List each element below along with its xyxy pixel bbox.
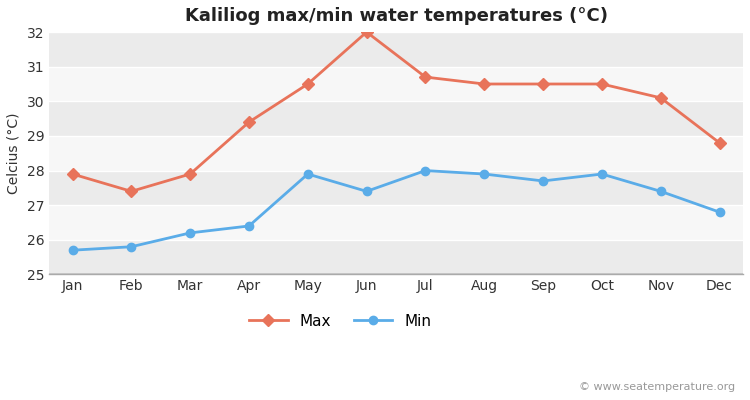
Title: Kaliliog max/min water temperatures (°C): Kaliliog max/min water temperatures (°C) — [184, 7, 608, 25]
Text: © www.seatemperature.org: © www.seatemperature.org — [579, 382, 735, 392]
Y-axis label: Celcius (°C): Celcius (°C) — [7, 112, 21, 194]
Bar — [49, 32, 743, 67]
Bar — [49, 240, 743, 274]
Bar — [49, 205, 743, 240]
Bar — [49, 170, 743, 205]
Bar — [49, 67, 743, 101]
Bar — [49, 136, 743, 170]
Legend: Max, Min: Max, Min — [243, 308, 438, 335]
Bar — [49, 101, 743, 136]
